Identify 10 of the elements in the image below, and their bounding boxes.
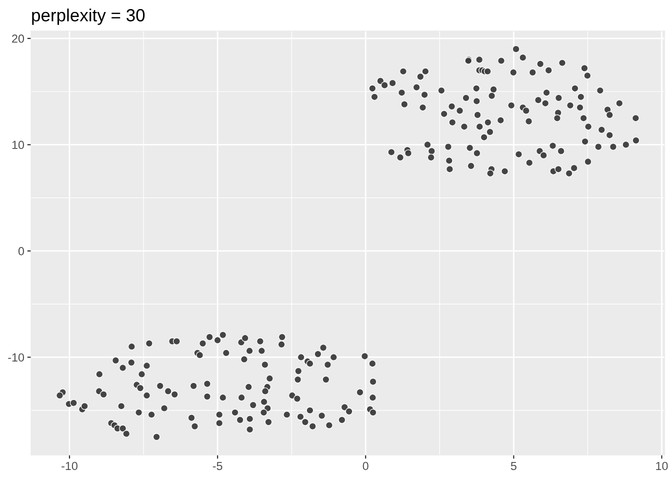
x-tick-label: 10 — [656, 462, 668, 470]
x-tick-label: 5 — [510, 462, 516, 470]
y-tick-label: 20 — [12, 34, 24, 43]
y-tick-label: 10 — [12, 140, 24, 150]
y-tick-label: -10 — [8, 353, 24, 362]
x-tick-label: -5 — [212, 462, 222, 470]
x-tick-label: 0 — [362, 462, 368, 470]
y-tick-label: 0 — [18, 247, 24, 256]
x-tick-label: -10 — [62, 462, 78, 470]
chart-title: perplexity = 30 — [32, 8, 145, 25]
